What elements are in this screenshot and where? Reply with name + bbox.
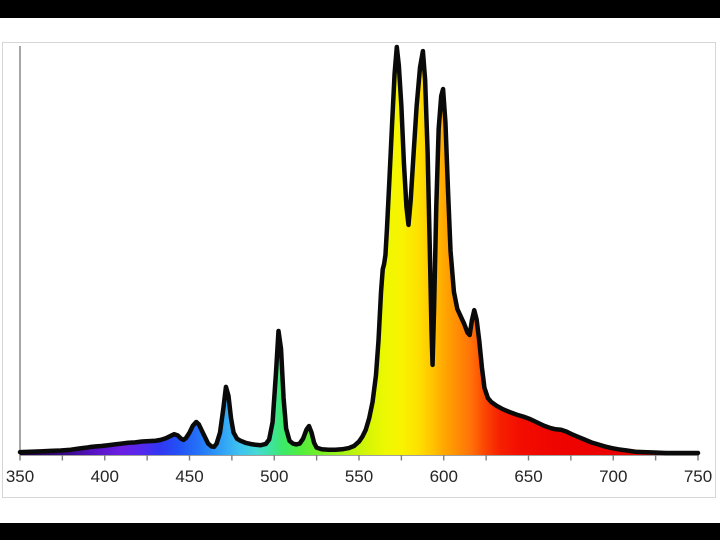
chart-panel: 350 400 450 500 550 600 650 700 750 [2,42,716,498]
spectrum-outline [17,44,701,456]
spectrum-chart-svg: 350 400 450 500 550 600 650 700 750 [6,44,712,486]
x-axis-tick-label: 350 [6,467,34,486]
x-axis-tick-label: 650 [514,467,542,486]
x-axis-tick-label: 500 [260,467,288,486]
spectrum-area [20,47,698,455]
slide-background: 350 400 450 500 550 600 650 700 750 [0,18,720,523]
x-axis-tick-label: 450 [175,467,203,486]
x-axis-tick-label: 750 [684,467,712,486]
x-axis-tick-label: 400 [91,467,119,486]
x-axis-tick-label: 700 [599,467,627,486]
x-axis-tick-label: 550 [345,467,373,486]
x-axis-tick-label: 600 [430,467,458,486]
